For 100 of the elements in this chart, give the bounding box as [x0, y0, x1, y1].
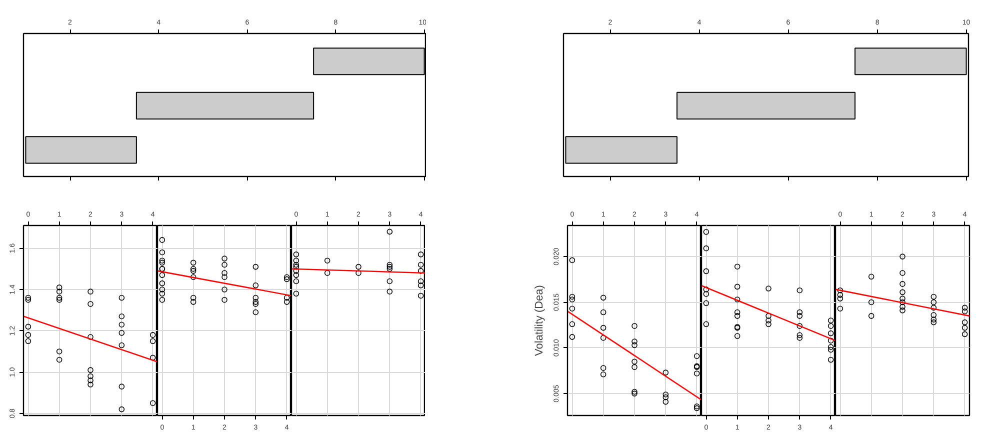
- point: [150, 354, 156, 361]
- point: [324, 258, 330, 264]
- point: [284, 299, 290, 305]
- point: [900, 304, 906, 310]
- point: [868, 299, 874, 306]
- point: [88, 288, 94, 294]
- point: [159, 296, 166, 303]
- point: [88, 301, 94, 307]
- point: [418, 292, 424, 299]
- bar: [676, 92, 856, 120]
- point: [159, 258, 166, 264]
- point: [252, 294, 259, 301]
- point: [662, 392, 669, 398]
- point: [56, 348, 62, 354]
- point: [418, 282, 424, 288]
- point: [56, 294, 62, 301]
- point: [868, 274, 874, 280]
- point: [734, 309, 740, 316]
- point: [118, 384, 125, 390]
- point: [293, 268, 300, 274]
- point: [118, 342, 125, 348]
- point: [190, 268, 196, 274]
- point: [159, 249, 166, 256]
- point: [632, 358, 638, 364]
- point: [734, 313, 740, 319]
- point: [837, 296, 844, 302]
- point: [694, 370, 700, 376]
- point: [930, 312, 937, 318]
- point: [796, 309, 803, 316]
- point: [930, 316, 937, 322]
- point: [632, 364, 638, 370]
- point: [222, 286, 228, 292]
- point: [766, 313, 772, 319]
- point: [632, 342, 638, 348]
- point: [703, 286, 710, 292]
- point: [150, 338, 156, 344]
- point: [293, 262, 300, 268]
- point: [284, 274, 290, 280]
- point: [159, 280, 166, 286]
- point: [900, 254, 906, 260]
- point: [734, 284, 740, 290]
- point: [293, 290, 300, 297]
- point: [796, 313, 803, 319]
- point: [118, 313, 125, 320]
- point: [569, 306, 576, 312]
- point: [569, 296, 576, 302]
- point: [828, 338, 834, 344]
- bar: [854, 48, 967, 76]
- point: [386, 262, 393, 268]
- point: [190, 294, 196, 301]
- point: [56, 284, 62, 290]
- point: [766, 321, 772, 328]
- y-axis-title: Volatility (Dea): [534, 285, 546, 356]
- point: [569, 321, 576, 328]
- point: [118, 406, 125, 412]
- point: [386, 266, 393, 272]
- point: [930, 304, 937, 311]
- point: [900, 299, 906, 306]
- point: [252, 301, 259, 307]
- point: [900, 296, 906, 302]
- point: [293, 258, 300, 264]
- point: [418, 252, 424, 258]
- point: [600, 294, 606, 301]
- point: [632, 388, 638, 395]
- point: [766, 318, 772, 324]
- point: [88, 334, 94, 340]
- point: [190, 274, 196, 280]
- point: [88, 377, 94, 384]
- point: [56, 288, 62, 294]
- point: [694, 403, 700, 410]
- point: [703, 229, 710, 235]
- point: [190, 260, 196, 266]
- point: [356, 270, 362, 276]
- point: [222, 270, 228, 276]
- point: [662, 370, 669, 376]
- point: [662, 398, 669, 405]
- point: [88, 367, 94, 373]
- point: [293, 272, 300, 278]
- point: [150, 332, 156, 338]
- bar: [136, 92, 314, 120]
- point: [386, 288, 393, 294]
- point: [796, 334, 803, 341]
- point: [837, 287, 844, 294]
- point: [386, 278, 393, 284]
- point: [25, 338, 32, 344]
- point: [324, 270, 330, 276]
- point: [796, 332, 803, 338]
- point: [703, 321, 710, 328]
- point: [190, 266, 196, 272]
- point: [703, 291, 710, 297]
- point: [632, 338, 638, 344]
- point: [56, 356, 62, 363]
- point: [88, 373, 94, 380]
- point: [962, 308, 968, 314]
- point: [252, 299, 259, 305]
- point: [222, 262, 228, 268]
- point: [284, 276, 290, 282]
- point: [734, 264, 740, 270]
- point: [694, 353, 700, 360]
- point: [190, 299, 196, 305]
